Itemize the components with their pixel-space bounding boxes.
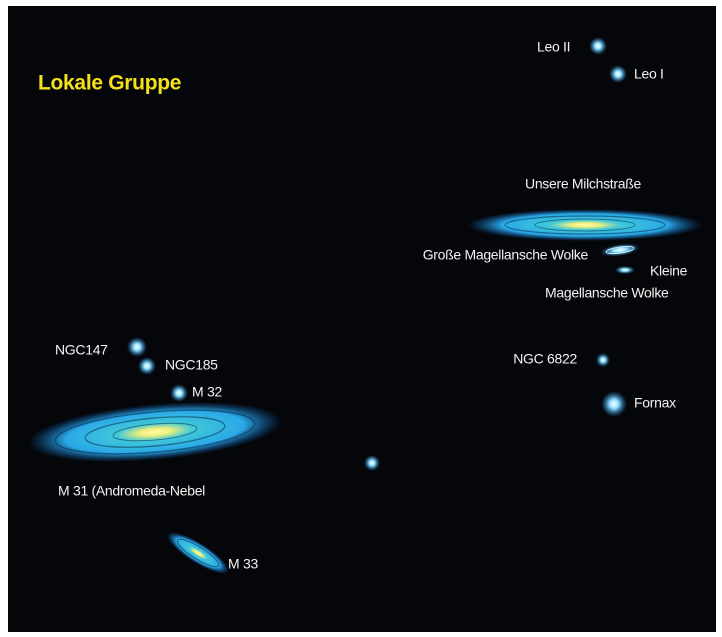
milky-way	[467, 209, 703, 241]
label: Kleine	[650, 263, 688, 279]
label: Magellansche Wolke	[545, 285, 669, 301]
label: M 33	[228, 556, 258, 572]
label: NGC 6822	[513, 351, 577, 367]
label: Unsere Milchstraße	[525, 176, 641, 192]
smc	[615, 266, 635, 274]
label: NGC185	[165, 357, 218, 373]
andromeda	[27, 401, 283, 463]
label: M 32	[192, 384, 222, 400]
label: Leo I	[634, 66, 664, 82]
dwarf-galaxies	[127, 37, 627, 471]
label: Fornax	[634, 395, 676, 411]
label: Leo II	[537, 39, 570, 55]
m33	[167, 532, 229, 574]
background	[8, 6, 716, 632]
title: Lokale Gruppe	[38, 72, 181, 95]
label: M 31 (Andromeda-Nebel	[58, 483, 205, 499]
label: Große Magellansche Wolke	[423, 247, 589, 263]
lmc	[600, 243, 640, 257]
label: NGC147	[55, 342, 108, 358]
